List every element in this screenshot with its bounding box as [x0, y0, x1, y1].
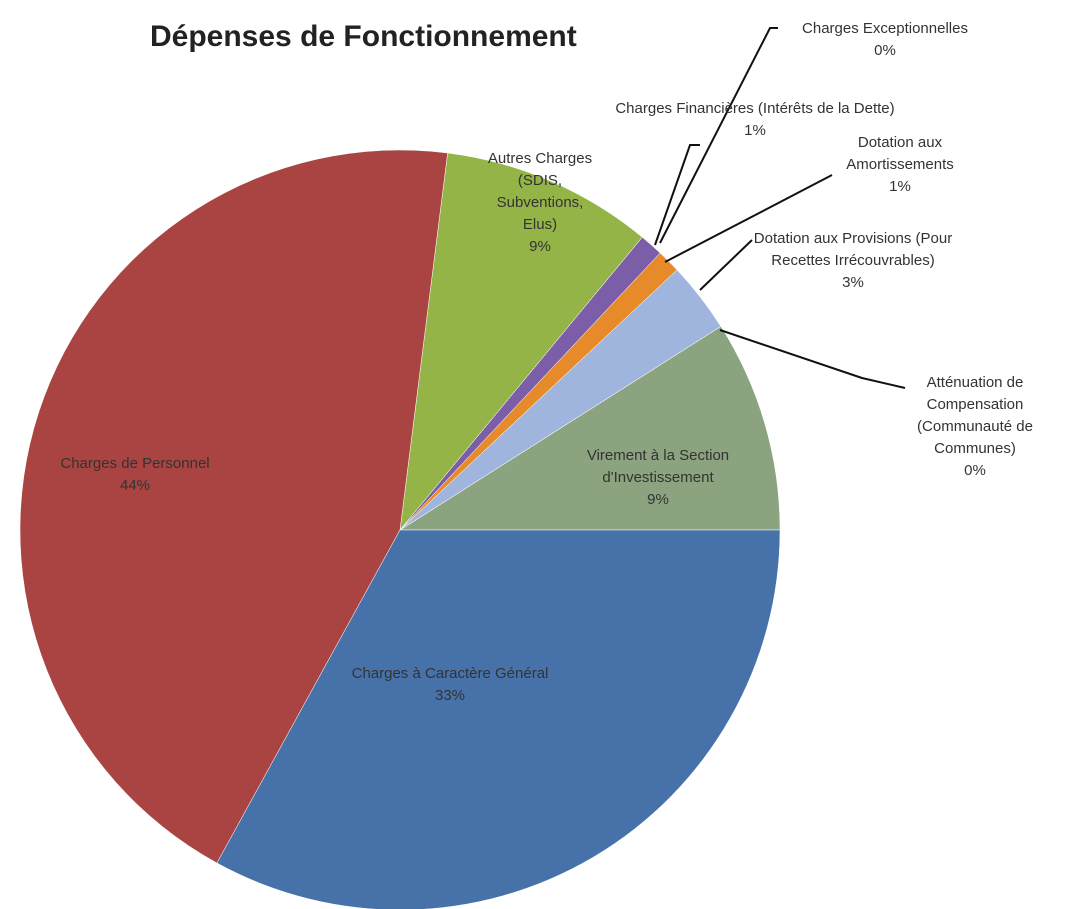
slice-value-label: 0%: [874, 42, 896, 59]
pie-slice: [399, 326, 781, 531]
slice-value-label: 9%: [647, 491, 669, 508]
slice-label: Dotation aux Amortissements: [846, 134, 954, 173]
pie-slice: [399, 152, 643, 531]
pie-slice: [19, 149, 448, 864]
slice-value-label: 3%: [842, 274, 864, 291]
leader-line: [659, 27, 778, 244]
slice-label: Charges à Caractère Général: [351, 665, 549, 682]
slice-value-label: 1%: [744, 122, 766, 139]
leader-line: [654, 144, 700, 246]
slice-label: Charges de Personnel: [60, 455, 210, 472]
slice-label: Atténuation de Compensation (Communauté …: [917, 374, 1033, 457]
slice-value-label: 33%: [434, 687, 466, 704]
slice-label: Virement à la Section d'Investissement: [586, 447, 730, 486]
slice-label: Charges Financières (Intérêts de la Dett…: [615, 100, 895, 117]
leader-line: [699, 239, 753, 291]
pie-slice: [216, 529, 781, 909]
leader-line: [664, 174, 833, 263]
slice-value-label: 9%: [529, 238, 551, 255]
chart-title: Dépenses de Fonctionnement: [150, 20, 577, 53]
slice-label: Autres Charges (SDIS, Subventions, Elus): [487, 150, 593, 233]
slice-value-label: 0%: [964, 462, 986, 479]
slice-value-label: 44%: [119, 477, 151, 494]
leader-line: [719, 329, 906, 389]
slice-label: Dotation aux Provisions (Pour Recettes I…: [753, 230, 953, 269]
slice-label: Charges Exceptionnelles: [802, 20, 968, 37]
slice-value-label: 1%: [889, 178, 911, 195]
